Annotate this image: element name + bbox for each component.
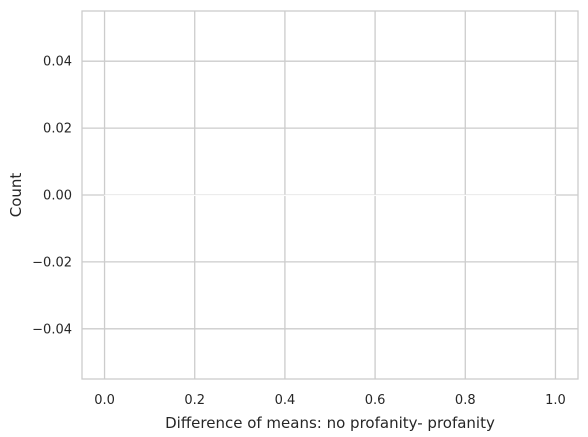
x-tick-label-4: 0.8 xyxy=(455,393,476,408)
x-axis-label: Difference of means: no profanity- profa… xyxy=(165,414,495,432)
histogram-bar-0 xyxy=(104,194,556,197)
x-tick-label-3: 0.6 xyxy=(365,393,386,408)
y-axis-label: Count xyxy=(7,173,25,218)
x-tick-label-1: 0.2 xyxy=(184,393,205,408)
y-tick-labels: 0.04 0.02 0.00 −0.02 −0.04 xyxy=(32,55,72,338)
y-tick-label-1: 0.02 xyxy=(43,122,72,137)
x-tick-labels: 0.0 0.2 0.4 0.6 0.8 1.0 xyxy=(94,393,566,408)
x-tick-label-5: 1.0 xyxy=(545,393,566,408)
y-tick-label-2: 0.00 xyxy=(43,189,72,204)
bars xyxy=(104,194,556,197)
plot-frame xyxy=(81,10,579,380)
y-tick-label-4: −0.04 xyxy=(32,322,72,337)
y-tick-label-3: −0.02 xyxy=(32,255,72,270)
x-tick-label-2: 0.4 xyxy=(275,393,296,408)
y-tick-label-0: 0.04 xyxy=(43,55,72,70)
x-tick-label-0: 0.0 xyxy=(94,393,115,408)
